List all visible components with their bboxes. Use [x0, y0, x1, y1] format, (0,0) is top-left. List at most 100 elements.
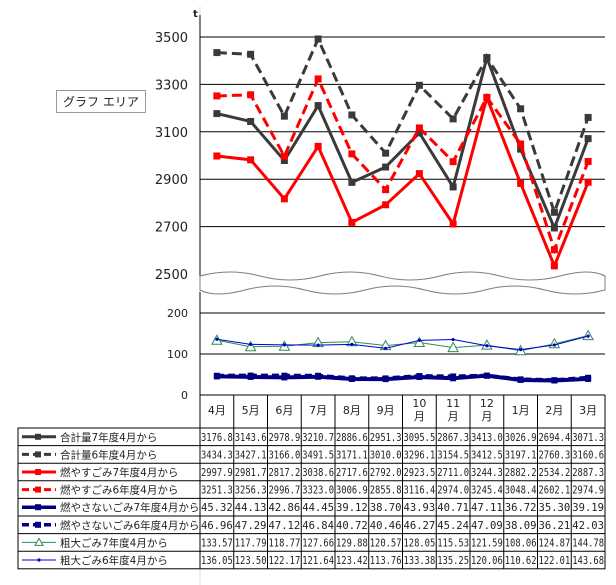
lower-y-tick-label: 200	[167, 307, 188, 320]
legend-series-name: 燃やさないごみ6年度4月から	[60, 519, 199, 532]
table-cell-value: 42.03	[572, 520, 604, 532]
lower-y-tick-label: 100	[167, 348, 188, 361]
data-point	[348, 178, 356, 186]
table-cell-value: 3071.3	[572, 432, 604, 444]
table-cell-value: 2711.0	[437, 467, 469, 479]
table-cell-value: 2817.2	[269, 467, 301, 479]
table-cell-value: 47.12	[269, 520, 301, 532]
table-cell-value: 2867.3	[437, 432, 469, 444]
lower-y-tick-label: 0	[181, 389, 188, 402]
legend-series-name: 燃やさないごみ7年度4月から	[60, 501, 199, 514]
chart-area-tooltip: グラフ エリア	[56, 90, 146, 113]
data-point	[247, 156, 255, 164]
table-cell-value: 38.70	[370, 502, 402, 514]
table-cell-value: 2534.2	[539, 467, 571, 479]
table-cell-value: 42.86	[269, 502, 301, 514]
table-cell-value: 3210.7	[302, 432, 334, 444]
table-cell-value: 133.38	[404, 555, 436, 567]
data-point	[249, 342, 253, 346]
table-cell-value: 40.71	[437, 502, 469, 514]
data-point	[244, 340, 257, 352]
data-point	[449, 220, 457, 228]
lower-gridlines	[200, 312, 605, 355]
data-point	[348, 150, 356, 158]
data-point	[213, 110, 221, 118]
table-cell-value: 123.42	[336, 555, 368, 567]
table-cell-value: 47.11	[471, 502, 503, 514]
data-point	[517, 105, 525, 113]
table-cell-value: 3160.6	[572, 449, 604, 461]
data-point	[413, 336, 426, 347]
data-point	[382, 201, 390, 209]
x-tick-label: 6月	[275, 404, 293, 417]
x-tick-label: 1月	[512, 404, 530, 417]
table-cell-value: 2717.6	[336, 467, 368, 479]
x-tick-label: 9月	[377, 404, 395, 417]
table-cell-value: 36.72	[505, 502, 537, 514]
table-cell-value: 45.32	[201, 502, 233, 514]
data-point	[550, 246, 558, 254]
upper-y-tick-label: 3300	[155, 78, 188, 93]
data-point	[415, 170, 423, 178]
legend-key-marker	[37, 558, 41, 562]
x-tick-label: 月	[448, 410, 459, 423]
table-cell-value: 2981.7	[235, 467, 267, 479]
data-point	[348, 218, 356, 226]
data-point	[247, 50, 255, 58]
data-point	[280, 157, 288, 165]
table-cell-value: 3010.0	[370, 449, 402, 461]
data-point	[485, 344, 489, 348]
table-cell-value: 121.64	[302, 555, 334, 567]
data-point	[550, 224, 558, 232]
data-point	[348, 375, 355, 382]
data-point	[315, 372, 322, 379]
data-point	[280, 195, 288, 203]
table-cell-value: 47.29	[235, 520, 267, 532]
table-cell-value: 39.12	[336, 502, 368, 514]
data-point	[382, 186, 390, 194]
data-point	[449, 158, 457, 166]
legend-series-name: 粗大ごみ7年度4月から	[60, 536, 168, 549]
table-cell-value: 3026.9	[505, 432, 537, 444]
data-point	[384, 346, 388, 350]
table-cell-value: 3296.1	[404, 449, 436, 461]
table-cell-value: 3176.8	[201, 432, 233, 444]
data-point	[416, 373, 423, 380]
table-cell-value: 2886.6	[336, 432, 368, 444]
x-tick-label: 5月	[242, 404, 260, 417]
data-point	[314, 35, 322, 43]
table-cell-value: 3256.3	[235, 485, 267, 497]
data-point	[483, 372, 490, 379]
x-tick-label: 10	[412, 397, 426, 410]
table-cell-value: 2882.2	[505, 467, 537, 479]
table-cell-value: 45.24	[437, 520, 469, 532]
table-cell-value: 133.57	[201, 537, 233, 549]
x-tick-label: 11	[446, 397, 460, 410]
table-cell-value: 3427.1	[235, 449, 267, 461]
table-cell-value: 40.72	[336, 520, 368, 532]
data-point	[350, 342, 354, 346]
upper-y-tick-label: 2500	[155, 268, 188, 283]
series-line	[216, 75, 590, 255]
legend-key-marker	[35, 504, 41, 511]
legend-series-name: 粗大ごみ6年度4月から	[60, 554, 168, 567]
data-point	[584, 178, 592, 186]
table-cell-value: 3434.3	[201, 449, 233, 461]
legend-series-name: 燃やすごみ6年度4月から	[60, 484, 178, 497]
table-cell-value: 2996.7	[269, 485, 301, 497]
table-cell-value: 110.62	[505, 555, 537, 567]
legend-series-name: 合計量6年度4月から	[60, 448, 157, 461]
legend-key-marker	[35, 433, 41, 440]
axis-break-wave	[199, 271, 606, 295]
table-cell-value: 47.09	[471, 520, 503, 532]
table-cell-value: 3412.5	[471, 449, 503, 461]
data-point	[585, 374, 592, 381]
data-point	[517, 140, 525, 148]
data-point	[417, 338, 421, 342]
series-line	[216, 335, 589, 351]
table-cell-value: 122.01	[539, 555, 571, 567]
data-point	[586, 334, 590, 338]
table-cell-value: 2760.3	[539, 449, 571, 461]
table-cell-value: 35.30	[539, 502, 571, 514]
